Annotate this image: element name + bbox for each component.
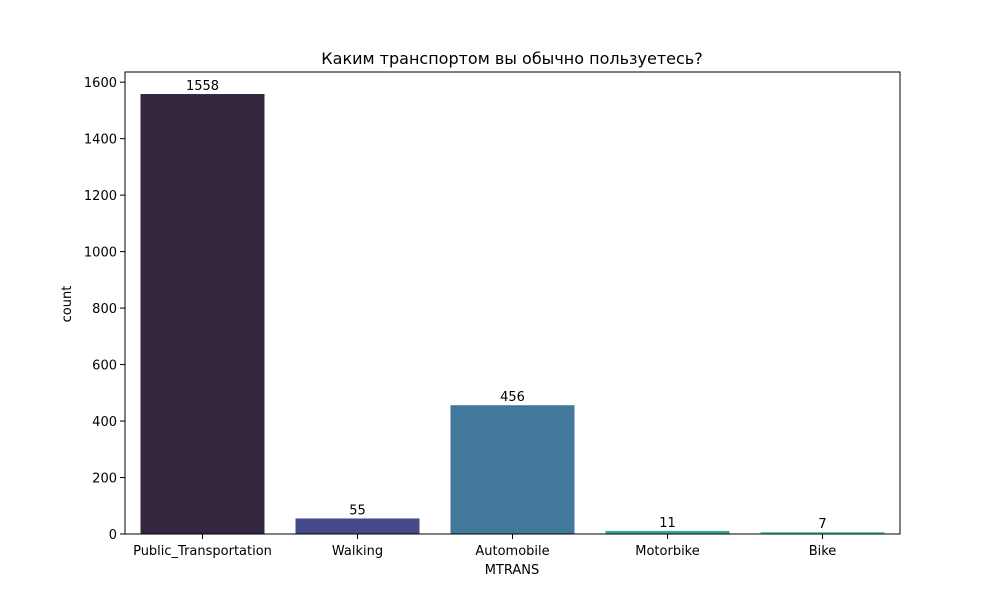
bar-motorbike (605, 530, 730, 534)
data-label-public_transportation: 1558 (186, 79, 219, 94)
y-tick-label: 1200 (84, 189, 117, 204)
data-label-motorbike: 11 (659, 516, 676, 531)
bar-automobile (450, 405, 575, 534)
data-label-bike: 7 (818, 517, 826, 532)
bar-walking (295, 518, 420, 534)
x-tick-label: Walking (332, 544, 383, 559)
y-tick-label: 600 (92, 359, 117, 374)
plot-area: 1558 Public_Transportation 55 Walking 456 Aut… (84, 71, 901, 559)
y-tick-label: 1400 (84, 133, 117, 148)
bar-public_transportation (140, 94, 265, 535)
bar-bike (760, 532, 885, 534)
x-tick-label: Bike (809, 544, 837, 559)
x-axis-label: MTRANS (485, 563, 540, 578)
x-tick-label: Automobile (475, 544, 549, 559)
y-axis-label: count (60, 286, 75, 323)
plot-frame (124, 71, 901, 535)
y-tick-label: 1600 (84, 76, 117, 91)
data-label-automobile: 456 (500, 390, 525, 405)
data-label-walking: 55 (349, 503, 366, 518)
y-tick-label: 200 (92, 472, 117, 487)
x-tick-label: Motorbike (635, 544, 700, 559)
y-tick-label: 1000 (84, 246, 117, 261)
x-tick-label: Public_Transportation (133, 544, 272, 559)
y-tick-label: 400 (92, 415, 117, 430)
y-tick-label: 800 (92, 302, 117, 317)
chart-title: Каким транспортом вы обычно пользуетесь? (321, 49, 702, 68)
y-tick-label: 0 (109, 528, 117, 543)
